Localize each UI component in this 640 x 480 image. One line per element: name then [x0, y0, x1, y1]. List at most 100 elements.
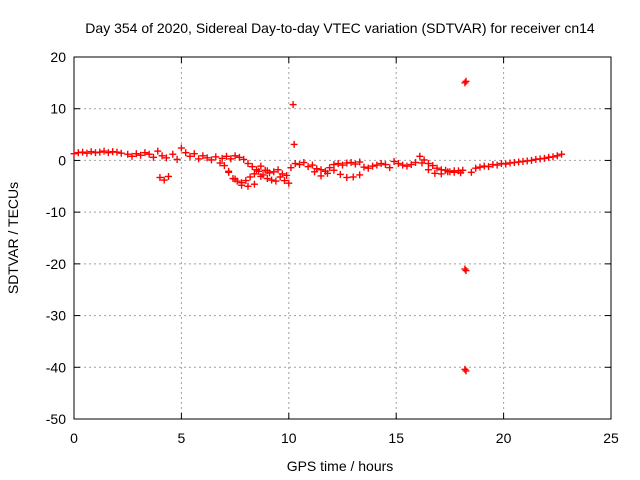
data-point [287, 164, 295, 172]
data-point [270, 168, 278, 176]
data-point [457, 169, 465, 177]
x-tick-labels: 0 5 10 15 20 25 [70, 430, 619, 446]
data-point [154, 147, 162, 155]
data-point [240, 155, 248, 163]
y-tick-label: 10 [50, 101, 66, 117]
data-point [461, 265, 469, 273]
data-point [87, 148, 95, 156]
data-point [220, 162, 228, 170]
data-point [195, 155, 203, 163]
data-point [173, 155, 181, 163]
data-point [351, 160, 359, 168]
data-point [149, 153, 157, 161]
data-point [177, 144, 185, 152]
data-point [83, 149, 91, 157]
grid-lines [74, 57, 611, 419]
plot-frame [73, 56, 612, 420]
data-point [285, 179, 293, 187]
data-point [70, 150, 78, 158]
y-tick-label: -30 [46, 308, 66, 324]
data-point [246, 173, 254, 181]
data-point [558, 150, 566, 158]
data-point [373, 161, 381, 169]
data-point [493, 161, 501, 169]
data-point [281, 177, 289, 185]
y-axis-label: SDTVAR / TECUs [5, 182, 21, 294]
data-point [462, 77, 470, 85]
data-point [250, 170, 258, 178]
data-point [418, 159, 426, 167]
data-point [424, 160, 432, 168]
data-point [330, 166, 338, 174]
data-point [304, 163, 312, 171]
data-point [364, 164, 372, 172]
data-point [540, 154, 548, 162]
data-point [394, 160, 402, 168]
data-point [117, 149, 125, 157]
data-point [231, 152, 239, 160]
data-point [347, 158, 355, 166]
data-point [137, 151, 145, 159]
data-point [182, 149, 190, 157]
y-tick-label: 20 [50, 49, 66, 65]
data-point [381, 161, 389, 169]
data-point [412, 158, 420, 166]
y-tick-label: -50 [46, 411, 66, 427]
x-tick-label: 10 [281, 430, 297, 446]
data-point [431, 169, 439, 177]
x-tick-label: 0 [70, 430, 78, 446]
data-point [242, 177, 250, 185]
data-point [263, 167, 271, 175]
data-point [223, 152, 231, 160]
data-point [461, 79, 469, 87]
data-point [283, 171, 291, 179]
data-point [186, 152, 194, 160]
x-tick-label: 20 [496, 430, 512, 446]
data-point [323, 169, 331, 177]
data-point [235, 153, 243, 161]
data-point [257, 172, 265, 180]
data-point [549, 153, 557, 161]
data-point [349, 173, 357, 181]
data-point [399, 161, 407, 169]
data-point [356, 158, 364, 166]
y-tick-label: 0 [58, 152, 66, 168]
data-points [70, 77, 566, 375]
data-point [437, 170, 445, 178]
data-point [502, 160, 510, 168]
data-point [190, 150, 198, 158]
data-point [429, 162, 437, 170]
data-point [467, 168, 475, 176]
data-point [407, 161, 415, 169]
y-tick-labels: -50 -40 -30 -20 -10 0 10 20 [46, 49, 66, 427]
data-point [336, 170, 344, 178]
data-point [289, 101, 297, 109]
data-point [104, 149, 112, 157]
data-point [218, 154, 226, 162]
data-point [528, 156, 536, 164]
data-point [96, 148, 104, 156]
x-tick-label: 5 [178, 430, 186, 446]
data-point [433, 164, 441, 172]
data-point [227, 155, 235, 163]
x-tick-label: 25 [603, 430, 619, 446]
data-point [317, 166, 325, 174]
data-point [369, 162, 377, 170]
data-point [290, 140, 298, 148]
data-point [343, 173, 351, 181]
chart-title: Day 354 of 2020, Sidereal Day-to-day VTE… [85, 20, 595, 36]
data-point [79, 148, 87, 156]
data-point [203, 154, 211, 162]
data-point [485, 163, 493, 171]
data-point [462, 367, 470, 375]
data-point [274, 166, 282, 174]
data-point [339, 161, 346, 169]
data-point [300, 158, 308, 166]
data-point [308, 161, 316, 169]
data-point [162, 154, 170, 162]
data-point [403, 162, 411, 170]
data-point [244, 160, 252, 168]
data-point [386, 164, 394, 172]
data-point [225, 167, 233, 175]
